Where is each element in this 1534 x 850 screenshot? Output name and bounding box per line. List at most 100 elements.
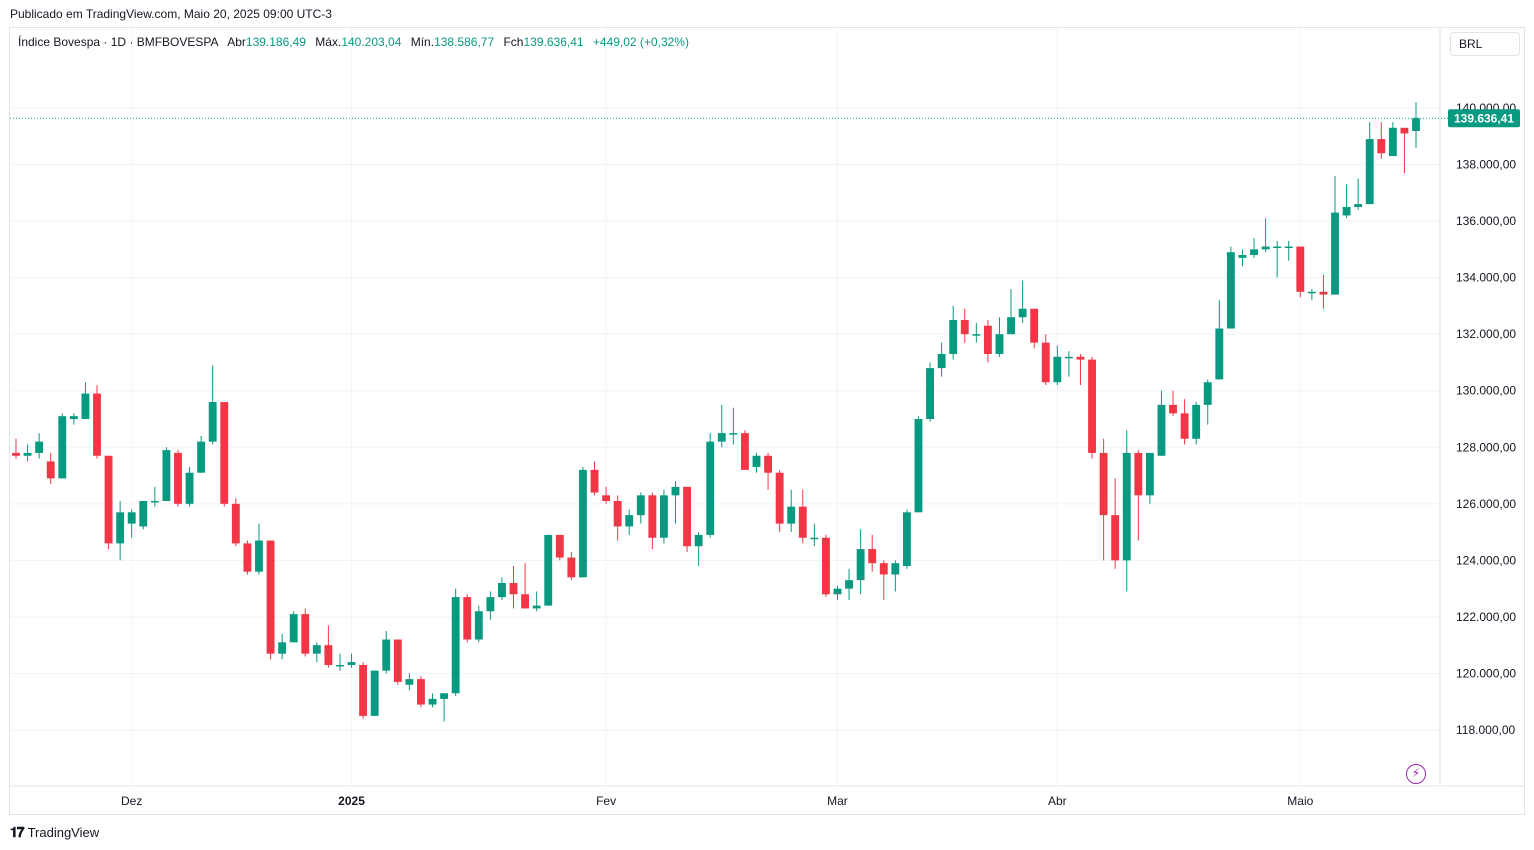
candle-body: [1215, 328, 1224, 380]
lightning-icon[interactable]: ⚡: [1406, 764, 1426, 784]
candle-body: [463, 597, 472, 640]
chart-pane[interactable]: [9, 27, 1525, 815]
candle-body: [1157, 404, 1166, 456]
candle-body: [590, 469, 599, 493]
candle-body: [660, 495, 668, 538]
candle-body: [243, 543, 252, 572]
candle-body: [1226, 252, 1235, 329]
candle-body: [995, 334, 1004, 354]
candle-body: [301, 614, 310, 654]
candle-body: [1273, 246, 1282, 249]
candle-body: [347, 662, 356, 665]
candle-body: [636, 495, 645, 516]
candle-body: [926, 368, 934, 419]
candle-body: [486, 597, 495, 612]
y-tick-label: 120.000,00: [1456, 666, 1516, 680]
currency-button[interactable]: BRL: [1450, 32, 1520, 56]
y-tick-label: 138.000,00: [1456, 158, 1516, 172]
candle-body: [833, 588, 842, 595]
candle-body: [336, 664, 344, 667]
candle-body: [1412, 118, 1420, 132]
candle-body: [46, 461, 55, 479]
candle-body: [706, 441, 715, 535]
candle-body: [405, 679, 414, 685]
candle-body: [1018, 308, 1027, 318]
candle-body: [856, 549, 865, 581]
candle-body: [185, 472, 194, 504]
candle-body: [613, 500, 622, 527]
candle-body: [1007, 317, 1015, 335]
candle-body: [127, 512, 136, 524]
y-tick-label: 124.000,00: [1456, 553, 1516, 567]
candle-body: [451, 597, 460, 694]
candle-body: [983, 325, 992, 354]
candle-body: [717, 433, 726, 442]
candle-body: [1261, 246, 1270, 250]
candle-body: [902, 512, 911, 567]
brand-name: TradingView: [27, 825, 100, 840]
candle-body: [1296, 246, 1305, 292]
candle-body: [266, 540, 275, 654]
tradingview-logo[interactable]: 𝟏𝟕 TradingView: [10, 824, 99, 841]
candle-body: [1319, 291, 1328, 295]
candle-body: [1377, 139, 1386, 154]
legend-low-label: Mín.: [410, 35, 435, 49]
candle-body: [775, 472, 784, 524]
candle-body: [567, 557, 576, 578]
candle-body: [509, 582, 518, 595]
candle-body: [729, 433, 738, 435]
candle-body: [498, 582, 506, 598]
candle-body: [58, 416, 67, 479]
candle-body: [648, 495, 657, 538]
candle-body: [810, 537, 819, 540]
candle-body: [740, 433, 749, 470]
candle-body: [474, 611, 483, 640]
candle-body: [150, 500, 159, 503]
legend-low-value: 138.586,77: [434, 35, 495, 49]
x-tick-label: Maio: [1287, 794, 1313, 808]
candle-body: [845, 580, 853, 589]
candle-body: [787, 506, 796, 524]
x-tick-label: Dez: [121, 794, 142, 808]
candle-body: [949, 320, 958, 354]
candle-body: [278, 642, 287, 654]
candle-body: [1111, 515, 1120, 561]
last-price-tag: [1448, 109, 1520, 128]
candle-body: [1053, 356, 1062, 383]
candle-body: [104, 455, 113, 544]
candle-body: [1134, 452, 1143, 496]
candle-body: [1076, 356, 1085, 360]
candle-body: [798, 506, 807, 538]
candle-body: [1203, 382, 1212, 405]
candle-body: [417, 679, 425, 705]
candle-body: [879, 563, 888, 575]
last-price-label: 139.636,41: [1454, 111, 1514, 125]
candle-body: [1030, 308, 1039, 343]
candle-body: [625, 515, 634, 527]
candle-body: [1284, 246, 1293, 249]
y-tick-label: 136.000,00: [1456, 214, 1516, 228]
candle-body: [289, 614, 298, 643]
legend-open-label: Abr: [227, 35, 246, 49]
candle-body: [1180, 413, 1189, 439]
candle-body: [521, 594, 530, 609]
candle-body: [1354, 204, 1363, 207]
candle-body: [602, 495, 611, 501]
candle-body: [197, 441, 206, 473]
candle-body: [382, 639, 391, 671]
candle-body: [23, 452, 32, 456]
y-tick-label: 122.000,00: [1456, 610, 1516, 624]
candle-body: [821, 537, 830, 595]
candle-body: [220, 402, 229, 504]
legend-high-label: Máx.: [315, 35, 342, 49]
candle-body: [12, 452, 20, 456]
candle-body: [231, 503, 240, 544]
x-tick-label: Fev: [596, 794, 616, 808]
candle-body: [1400, 127, 1409, 134]
candle-body: [312, 645, 321, 654]
candle-body: [671, 486, 680, 496]
candle-body: [81, 393, 90, 419]
candle-body: [914, 419, 923, 513]
legend-symbol[interactable]: Índice Bovespa · 1D · BMFBOVESPA: [18, 35, 219, 49]
